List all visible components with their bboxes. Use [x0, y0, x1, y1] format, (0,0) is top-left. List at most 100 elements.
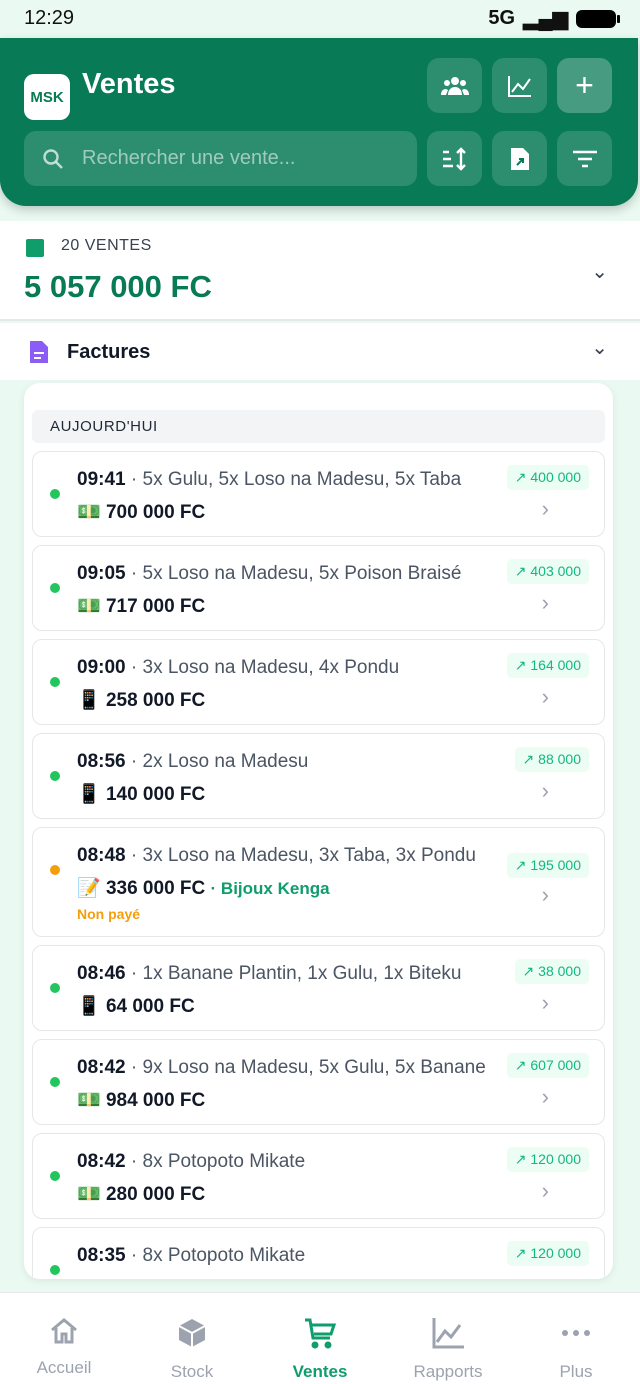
nav-accueil[interactable]: Accueil	[0, 1293, 128, 1384]
sale-row[interactable]: 08:42 · 8x Potopoto Mikate 💵 280 000 FC …	[32, 1133, 605, 1219]
profit-badge: ↗ 607 000	[506, 1053, 589, 1078]
factures-label: Factures	[67, 341, 151, 363]
sale-amount-line: 💵 717 000 FC	[77, 596, 206, 617]
filter-icon	[572, 150, 597, 167]
chevron-right-icon: ›	[541, 590, 549, 615]
logo: MSK	[24, 74, 70, 120]
customers-button[interactable]	[427, 58, 482, 113]
battery-icon	[576, 9, 620, 28]
sale-summary: 08:42 · 8x Potopoto Mikate	[77, 1151, 306, 1172]
chevron-right-icon: ›	[541, 1084, 549, 1109]
status-dot	[50, 489, 60, 499]
sales-list[interactable]: AUJOURD'HUI 09:41 · 5x Gulu, 5x Loso na …	[24, 383, 613, 1279]
payment-icon: 📱	[77, 690, 101, 711]
profit-badge: ↗ 195 000	[506, 853, 589, 878]
home-icon	[49, 1317, 79, 1350]
status-dot	[50, 983, 60, 993]
signal-icon: ▂▄▆	[523, 8, 568, 30]
add-sale-button[interactable]: +	[557, 58, 612, 113]
profit-badge: ↗ 88 000	[514, 747, 589, 772]
chart-icon	[507, 75, 531, 97]
sale-summary: 08:56 · 2x Loso na Madesu	[77, 751, 309, 772]
sale-summary: 08:35 · 8x Potopoto Mikate	[77, 1245, 306, 1266]
profit-badge: ↗ 120 000	[506, 1147, 589, 1172]
nav-rapports[interactable]: Rapports	[384, 1293, 512, 1384]
client-name: · Bijoux Kenga	[210, 879, 330, 898]
sale-row[interactable]: 08:56 · 2x Loso na Madesu 📱 140 000 FC ↗…	[32, 733, 605, 819]
payment-icon: 💵	[77, 502, 101, 523]
sale-amount-line: 💵 280 000 FC	[77, 1276, 205, 1279]
chevron-down-icon[interactable]: ⌄	[591, 261, 608, 283]
sales-total: 5 057 000 FC	[24, 269, 212, 304]
chevron-right-icon: ›	[541, 496, 549, 521]
status-dot	[50, 865, 60, 875]
export-button[interactable]	[492, 131, 547, 186]
sale-row[interactable]: 08:48 · 3x Loso na Madesu, 3x Taba, 3x P…	[32, 827, 605, 937]
nav-ventes[interactable]: Ventes	[256, 1293, 384, 1384]
nav-label: Accueil	[36, 1358, 92, 1377]
payment-icon: 💵	[77, 1278, 101, 1279]
chevron-right-icon: ›	[541, 1178, 549, 1203]
sale-row[interactable]: 08:46 · 1x Banane Plantin, 1x Gulu, 1x B…	[32, 945, 605, 1031]
payment-icon: 💵	[77, 1090, 101, 1111]
app-header: MSK Ventes +	[0, 38, 638, 206]
export-icon	[510, 147, 529, 170]
document-icon	[30, 341, 48, 363]
unpaid-badge: Non payé	[77, 906, 141, 922]
nav-label: Rapports	[413, 1362, 483, 1381]
chevron-right-icon: ›	[542, 1272, 549, 1279]
sale-summary: 09:41 · 5x Gulu, 5x Loso na Madesu, 5x T…	[77, 469, 462, 490]
bar-chart-icon	[26, 239, 44, 257]
nav-stock[interactable]: Stock	[128, 1293, 256, 1384]
status-bar: 12:29 5G ▂▄▆	[0, 0, 640, 37]
payment-icon: 📝	[77, 878, 101, 899]
stats-button[interactable]	[492, 58, 547, 113]
clock: 12:29	[24, 7, 75, 29]
sale-summary: 09:00 · 3x Loso na Madesu, 4x Pondu	[77, 657, 400, 678]
nav-label: Ventes	[292, 1362, 348, 1381]
sale-row[interactable]: 09:41 · 5x Gulu, 5x Loso na Madesu, 5x T…	[32, 451, 605, 537]
sale-row[interactable]: 08:35 · 8x Potopoto Mikate 💵 280 000 FC …	[32, 1227, 605, 1279]
plus-icon: +	[575, 67, 594, 103]
status-dot	[50, 1171, 60, 1181]
profit-badge: ↗ 38 000	[514, 959, 589, 984]
cart-icon	[304, 1317, 337, 1354]
box-icon	[176, 1317, 208, 1354]
factures-section[interactable]: Factures ⌄	[0, 323, 640, 380]
chevron-right-icon: ›	[541, 882, 549, 907]
status-dot	[50, 771, 60, 781]
sort-button[interactable]	[427, 131, 482, 186]
filter-button[interactable]	[557, 131, 612, 186]
sale-row[interactable]: 09:00 · 3x Loso na Madesu, 4x Pondu 📱 25…	[32, 639, 605, 725]
sale-amount-line: 📱 258 000 FC	[77, 690, 206, 711]
nav-plus[interactable]: Plus	[512, 1293, 640, 1384]
chevron-right-icon: ›	[541, 684, 549, 709]
profit-badge: ↗ 120 000	[506, 1241, 589, 1266]
day-header: AUJOURD'HUI	[32, 410, 605, 443]
search-icon	[43, 148, 63, 169]
users-icon	[440, 76, 469, 95]
payment-icon: 💵	[77, 1184, 101, 1205]
network: 5G	[488, 7, 516, 29]
search-bar[interactable]	[24, 131, 417, 186]
sale-row[interactable]: 08:42 · 9x Loso na Madesu, 5x Gulu, 5x B…	[32, 1039, 605, 1125]
sale-row[interactable]: 09:05 · 5x Loso na Madesu, 5x Poison Bra…	[32, 545, 605, 631]
sale-amount-line: 📱 140 000 FC	[77, 784, 206, 805]
profit-badge: ↗ 403 000	[506, 559, 589, 584]
sale-summary: 08:42 · 9x Loso na Madesu, 5x Gulu, 5x B…	[77, 1057, 486, 1078]
sale-summary: 08:46 · 1x Banane Plantin, 1x Gulu, 1x B…	[77, 963, 462, 984]
nav-label: Plus	[559, 1362, 593, 1381]
chart-icon	[432, 1317, 464, 1354]
bottom-nav: Accueil Stock Ventes Rapports Plus	[0, 1292, 640, 1384]
sale-amount-line: 💵 984 000 FC	[77, 1090, 206, 1111]
chevron-down-icon[interactable]: ⌄	[591, 337, 608, 359]
sales-summary[interactable]: 20 VENTES 5 057 000 FC ⌄	[0, 221, 640, 321]
search-input[interactable]	[82, 147, 382, 170]
status-dot	[50, 677, 60, 687]
sort-icon	[442, 146, 466, 171]
payment-icon: 📱	[77, 996, 101, 1017]
payment-icon: 💵	[77, 596, 101, 617]
chevron-right-icon: ›	[541, 990, 549, 1015]
profit-badge: ↗ 400 000	[506, 465, 589, 490]
status-dot	[50, 1265, 60, 1275]
